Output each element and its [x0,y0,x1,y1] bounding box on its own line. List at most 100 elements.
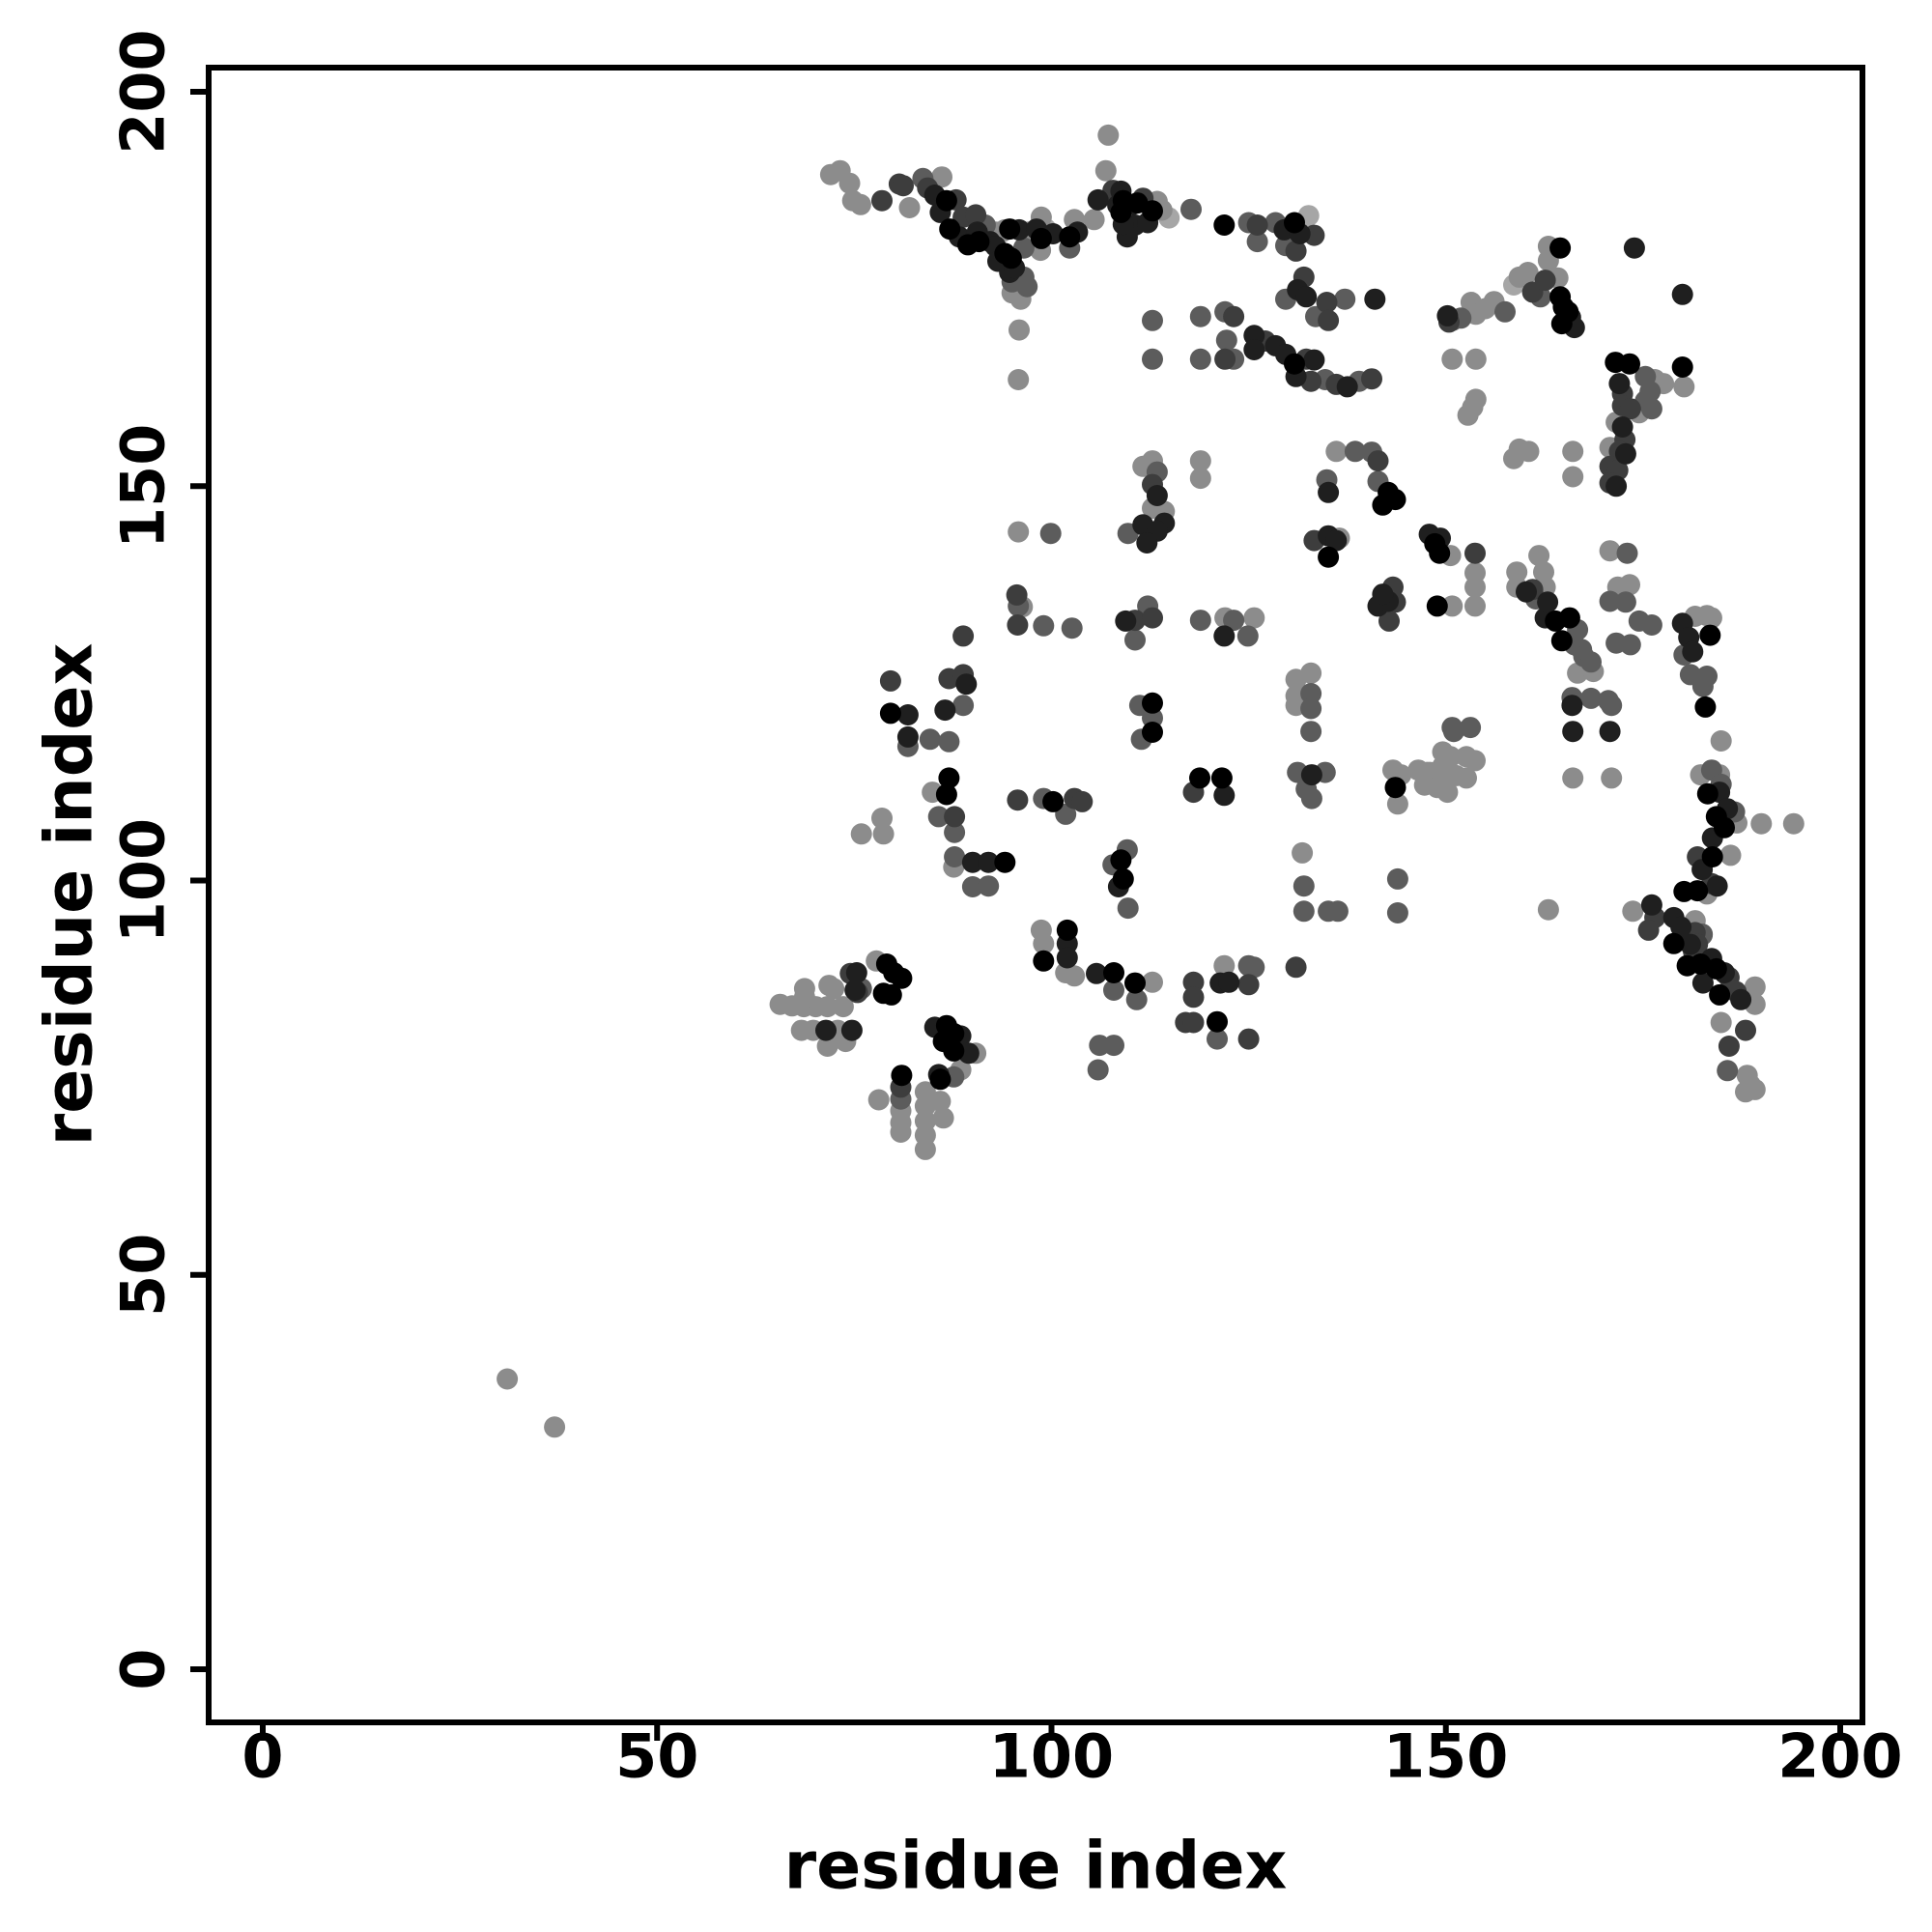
data-point [816,1036,838,1057]
data-point [1616,542,1638,564]
data-point [1464,750,1486,772]
data-point [944,846,966,867]
x-tick-label: 200 [1777,1721,1902,1792]
data-point [1223,305,1245,327]
data-point [1670,916,1692,938]
data-point [1436,304,1459,327]
data-point [1705,957,1727,980]
data-point [1110,201,1132,223]
data-point [1334,288,1356,310]
data-point [1303,349,1325,371]
data-point [1008,521,1030,543]
x-axis-title: residue index [784,1829,1288,1905]
data-point [1189,305,1211,327]
data-point [1550,313,1573,335]
data-point [978,851,1000,873]
data-point [1640,398,1662,420]
data-point [896,725,919,748]
data-point [1189,348,1211,370]
data-point [1056,947,1078,969]
data-point [1300,662,1322,684]
data-point [1611,416,1634,438]
data-point [898,197,921,218]
data-point [1237,974,1260,996]
data-point [1671,356,1693,378]
data-point [1215,329,1237,352]
data-point [1033,614,1055,637]
x-tick-label: 100 [989,1721,1114,1792]
y-axis-title: residue index [32,643,108,1147]
y-tick-label: 100 [108,818,179,943]
data-point [1213,214,1236,236]
data-point [1549,237,1572,259]
data-point [1325,529,1348,552]
data-point [965,204,987,226]
data-point [1124,972,1146,994]
data-point [1336,376,1358,398]
data-point [1562,767,1584,789]
data-point [955,673,978,696]
data-points-layer [497,124,1804,1438]
data-point [1285,956,1307,979]
data-point [832,996,854,1018]
data-point [1006,583,1028,606]
data-point [1009,319,1030,341]
data-point [1710,730,1732,752]
data-point [1442,721,1464,743]
data-point [849,193,871,215]
data-point [1237,1028,1260,1050]
data-point [938,730,960,753]
data-point [1300,683,1322,704]
data-point [1599,540,1621,562]
data-point [1087,188,1109,211]
data-point [1112,867,1134,890]
data-point [890,1122,912,1143]
data-point [1097,124,1120,146]
data-point [1115,610,1137,632]
data-point [1372,583,1394,606]
data-point [1210,767,1233,789]
data-point [1457,404,1479,426]
data-point [1372,494,1394,516]
x-tick-label: 50 [615,1721,698,1792]
data-point [1673,376,1695,398]
plot-border [206,65,1865,1725]
data-point [1464,542,1486,564]
data-point [1243,956,1265,979]
data-point [1562,466,1584,488]
data-point [1619,353,1640,375]
data-point [1110,849,1132,871]
data-point [1718,1036,1740,1057]
data-point [1432,741,1454,763]
data-point [1103,980,1124,1001]
data-point [816,996,838,1018]
data-point [1709,983,1731,1006]
data-point [1739,1074,1761,1095]
data-point [1441,348,1463,370]
data-point [1706,875,1728,897]
data-point [1682,640,1704,663]
data-point [1580,687,1602,709]
data-point [1699,624,1721,646]
data-point [1441,595,1463,617]
data-point [1213,954,1236,977]
data-point [943,1039,965,1062]
data-point [1300,697,1322,720]
data-point [1344,440,1366,463]
data-point [1318,309,1340,331]
data-point [927,806,950,828]
data-point [1182,971,1205,993]
data-point [914,1138,936,1160]
data-point [1207,1010,1228,1033]
data-point [1033,950,1055,972]
data-point [1426,595,1448,617]
data-point [1318,546,1340,568]
data-point [968,231,990,253]
data-point [1386,902,1408,923]
data-point [999,218,1021,241]
data-point [1614,591,1636,613]
data-point [1300,787,1322,810]
data-point [1622,900,1644,923]
data-point [1103,962,1124,983]
